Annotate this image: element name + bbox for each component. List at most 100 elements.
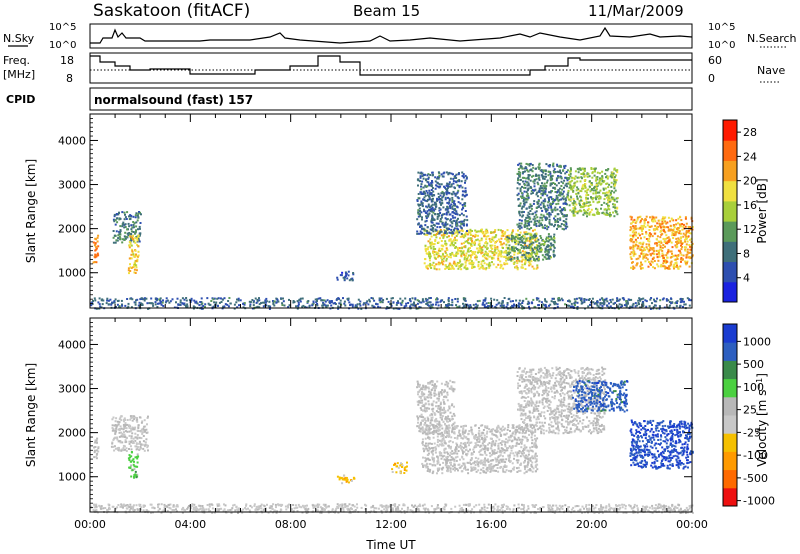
velocity-colorbar: 1000 500 100 25 -25 -100 -500 -1000 (722, 323, 775, 508)
velocity-marks (90, 366, 694, 514)
colorbar-segment (723, 433, 737, 452)
power-colorbar: 4 8 12 16 20 24 28 (722, 119, 757, 303)
ytick-label: 3000 (58, 179, 86, 192)
ytick-label: 2000 (58, 427, 86, 440)
colorbar-tick-label: 12 (743, 223, 757, 236)
freq-tick-bottom-right: 0 (708, 72, 715, 85)
xtick-label: 00:00 (74, 518, 106, 531)
ytick-label: 4000 (58, 338, 86, 351)
vel-echo-region-10 (629, 419, 694, 470)
power-panel-frame (89, 113, 693, 309)
velocity-ylabel: Slant Range [km] (24, 363, 38, 467)
cpid-strip: CPID normalsound (fast) 157 (6, 87, 693, 111)
colorbar-segment (723, 140, 737, 161)
vel-echo-region-5 (391, 461, 408, 475)
cpid-label: CPID (6, 93, 35, 106)
time-axis-label: Time UT (365, 538, 416, 552)
power-marks (90, 162, 694, 310)
nsky-label: N.Sky (3, 32, 35, 45)
colorbar-segment (723, 487, 737, 507)
nsky-tick-top-right: 10^5 (708, 22, 735, 33)
colorbar-tick-label: -25 (743, 426, 761, 439)
nsky-strip: N.Sky 10^5 10^0 10^5 10^0 N.Search (3, 22, 797, 51)
vel-echo-region-7 (416, 379, 456, 435)
power-ylabel: Slant Range [km] (24, 159, 38, 263)
vel-echo-region-1 (110, 415, 149, 452)
colorbar-tick-label: -500 (743, 472, 768, 485)
freq-unit: [MHz] (3, 68, 35, 81)
vel-echo-region-4 (336, 474, 356, 485)
colorbar-frame (722, 119, 738, 303)
colorbar-segment (723, 200, 737, 222)
colorbar-segment (723, 360, 737, 380)
power-echo-region-9 (566, 167, 619, 218)
power-colorbar-label: Power [dB] (755, 178, 769, 243)
colorbar-frame (722, 323, 738, 507)
colorbar-tick-label: 1000 (743, 335, 771, 348)
freq-tick-bottom-left: 8 (66, 72, 73, 85)
colorbar-tick-label: -100 (743, 449, 768, 462)
xtick-label: 16:00 (475, 518, 507, 531)
xtick-label: 00:00 (676, 518, 708, 531)
nsearch-label: N.Search (747, 32, 797, 45)
nsky-tick-bottom-right: 10^0 (708, 40, 735, 51)
power-echo-region-10 (629, 215, 694, 270)
ytick-label: 1000 (58, 267, 86, 280)
ytick-label: 1000 (58, 471, 86, 484)
power-yticks: 1000 2000 3000 4000 (58, 113, 692, 309)
vel-echo-region-9 (572, 380, 629, 413)
colorbar-segment (723, 342, 737, 361)
ytick-label: 2000 (58, 223, 86, 236)
power-echo-region-1 (112, 211, 142, 244)
colorbar-segment (723, 451, 737, 471)
vel-echo-region-3 (90, 503, 694, 514)
freq-line (90, 55, 692, 76)
ytick-label: 3000 (58, 383, 86, 396)
velocity-panel-frame (89, 317, 693, 513)
nsky-line (90, 26, 693, 44)
colorbar-segment (723, 469, 737, 489)
colorbar-tick-label: 500 (743, 358, 764, 371)
colorbar-segment (723, 396, 737, 416)
colorbar-segment (723, 180, 737, 202)
colorbar-segment (723, 281, 737, 303)
colorbar-tick-label: 4 (743, 272, 750, 285)
colorbar-segment (723, 378, 737, 398)
colorbar-segment (723, 324, 737, 343)
freq-strip: Freq. [MHz] 18 8 60 0 Nave (3, 52, 785, 85)
colorbar-tick-label: 25 (743, 404, 757, 417)
velocity-xticks: 00:00 04:00 08:00 12:00 16:00 20:00 00:00 (74, 318, 708, 531)
nsky-tick-bottom-left: 10^0 (49, 40, 76, 51)
colorbar-tick-label: 28 (743, 126, 757, 139)
ytick-label: 4000 (58, 134, 86, 147)
date-title: 11/Mar/2009 (588, 2, 684, 20)
power-echo-region-7 (506, 233, 556, 262)
power-echo-region-5 (423, 228, 539, 271)
colorbar-tick-label: 16 (743, 199, 757, 212)
beam-title: Beam 15 (353, 2, 420, 20)
station-title: Saskatoon (fitACF) (93, 1, 250, 21)
colorbar-segment (723, 415, 737, 434)
freq-label: Freq. (3, 54, 30, 67)
colorbar-tick-label: 8 (743, 247, 750, 260)
colorbar-segment (723, 241, 737, 263)
colorbar-segment (723, 221, 737, 242)
xtick-label: 08:00 (275, 518, 307, 531)
vel-echo-region-6 (421, 423, 539, 475)
colorbar-tick-label: 100 (743, 381, 764, 394)
velocity-yticks: 1000 2000 3000 4000 (58, 317, 692, 513)
power-echo-region-0 (92, 234, 100, 264)
vel-echo-region-0 (93, 437, 100, 460)
colorbar-segment (723, 160, 737, 182)
power-echo-region-4 (336, 270, 355, 282)
vel-echo-region-8 (516, 366, 607, 435)
freq-tick-top-right: 60 (708, 54, 722, 67)
power-echo-region-3 (90, 297, 692, 310)
power-echo-region-6 (416, 171, 469, 235)
colorbar-tick-label: 24 (743, 150, 757, 163)
nsky-tick-top-left: 10^5 (49, 22, 76, 33)
power-panel: 1000 2000 3000 4000 Slant Range [km] 4 8 12 16… (24, 113, 769, 310)
nave-label: Nave (757, 64, 785, 77)
xtick-label: 12:00 (375, 518, 407, 531)
